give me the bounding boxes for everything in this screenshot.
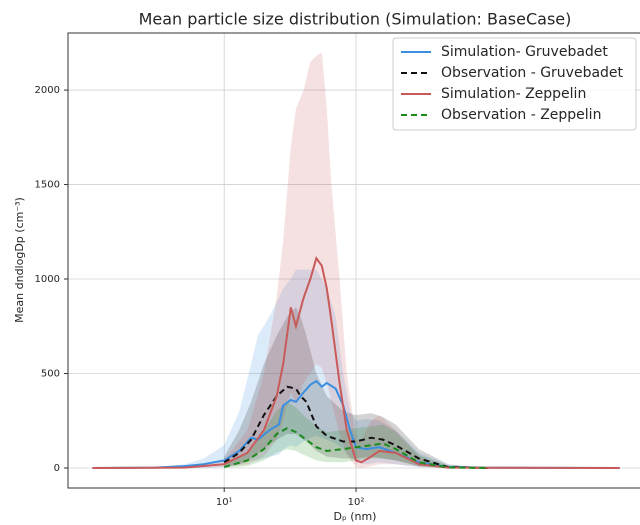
series-line: [223, 385, 488, 469]
series-line: [92, 255, 620, 469]
y-axis-label: Mean dndlogDp (cm⁻³): [13, 197, 26, 323]
legend: Simulation- Gruvebadet Observation - Gruv…: [392, 37, 637, 131]
series-line: [92, 379, 620, 469]
axes-frame: [67, 32, 640, 489]
y-tick-label: 1500: [35, 180, 60, 191]
x-tick-label: 10²: [348, 497, 365, 508]
y-tick-label: 1000: [35, 274, 60, 285]
legend-label: Observation - Gruvebadet: [441, 65, 624, 81]
chart-title: Mean particle size distribution (Simulat…: [139, 10, 572, 29]
y-tick-label: 500: [41, 368, 60, 379]
y-tick-label: 0: [54, 463, 60, 474]
y-tick-label: 2000: [35, 85, 60, 96]
range-band: [92, 269, 620, 468]
range-band: [224, 307, 488, 468]
x-tick-label: 10¹: [216, 497, 233, 508]
legend-label: Observation - Zeppelin: [441, 107, 601, 123]
plot-area: [92, 52, 620, 469]
legend-box: [392, 37, 637, 131]
legend-label: Simulation- Zeppelin: [441, 86, 586, 102]
series-line: [223, 427, 488, 469]
x-axis-label: Dₚ (nm): [334, 510, 377, 523]
ticks: 0 500 1000 1500 2000 10¹ 10²: [35, 85, 365, 508]
range-band: [224, 401, 488, 468]
legend-label: Simulation- Gruvebadet: [441, 44, 608, 60]
grid: [68, 33, 640, 488]
